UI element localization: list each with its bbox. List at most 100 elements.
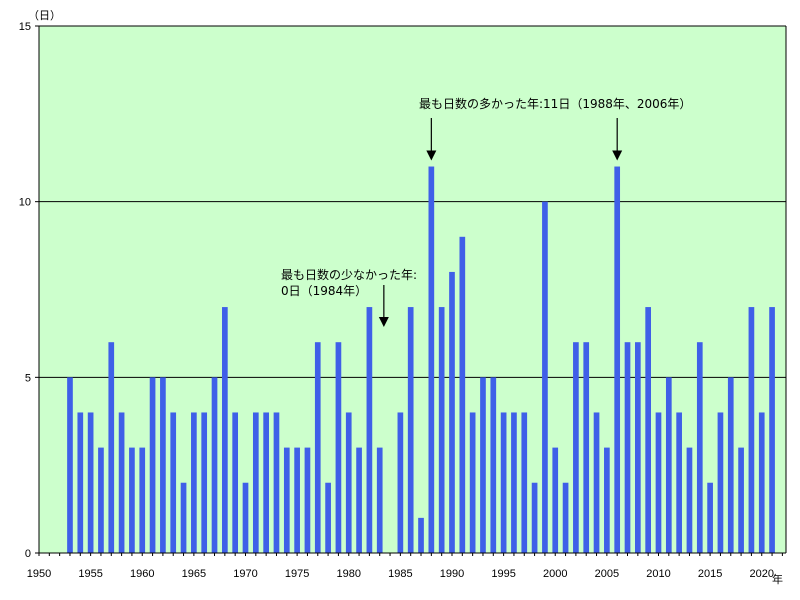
x-tick-label-1990: 1990	[440, 568, 464, 580]
bar-1971	[252, 412, 259, 553]
annotation-1-line-1: 0日（1984年）	[281, 284, 367, 298]
bar-1995	[500, 412, 507, 553]
bar-1974	[283, 447, 290, 553]
bar-1972	[263, 412, 269, 553]
bar-1981	[356, 447, 362, 553]
annotation-arrowhead-1984	[378, 317, 389, 327]
bar-1997	[521, 412, 528, 553]
x-tick-label-1970: 1970	[233, 568, 257, 580]
bar-1965	[191, 412, 197, 553]
bar-2006	[614, 166, 621, 553]
bar-1963	[170, 412, 177, 553]
bar-1959	[129, 447, 135, 553]
bar-1969	[232, 412, 239, 553]
x-tick-label-1950: 1950	[27, 568, 51, 580]
x-tick-label-1980: 1980	[337, 568, 361, 580]
bar-2005	[604, 447, 610, 553]
y-tick-label-15: 15	[19, 21, 31, 33]
bar-2004	[593, 412, 600, 553]
bar-1993	[480, 377, 486, 553]
bar-1957	[108, 342, 115, 553]
bar-1998	[531, 482, 538, 553]
y-axis-unit-label: （日）	[28, 9, 61, 22]
bar-2012	[676, 412, 682, 553]
bar-1987	[418, 517, 424, 553]
bar-1960	[139, 447, 146, 553]
bar-1990	[449, 271, 455, 553]
x-tick-label-1960: 1960	[130, 568, 154, 580]
bar-1986	[407, 307, 414, 553]
annotation-1-line-0: 最も日数の少なかった年:	[281, 267, 417, 282]
x-tick-labels: 1950 1955 1960 1965 1970 1975 1980 1985 1990 1995…	[27, 568, 774, 580]
x-tick-label-2015: 2015	[698, 568, 722, 580]
bar-1954	[77, 412, 84, 553]
bar-1968	[222, 307, 228, 553]
bar-1992	[469, 412, 476, 553]
y-tick-label-10: 10	[19, 197, 31, 209]
bars	[67, 166, 775, 554]
bar-2017	[727, 377, 734, 553]
x-tick-label-2000: 2000	[543, 568, 567, 580]
x-tick-label-2010: 2010	[646, 568, 670, 580]
bar-1967	[211, 377, 218, 553]
bar-2003	[583, 342, 590, 553]
bar-1985	[397, 412, 404, 553]
x-tick-label-2020: 2020	[749, 568, 773, 580]
bar-1966	[201, 412, 208, 553]
bar-1961	[149, 377, 156, 553]
x-tick-label-1975: 1975	[285, 568, 309, 580]
annotation-arrowhead-2006	[612, 150, 623, 161]
x-axis-unit-label: 年	[772, 572, 783, 586]
bar-1973	[273, 412, 280, 553]
bar-2016	[717, 412, 724, 553]
y-tick-label-0: 0	[25, 548, 31, 560]
bar-1989	[438, 307, 445, 553]
bar-2007	[624, 342, 631, 553]
bar-1988	[428, 166, 435, 553]
x-tick-label-1995: 1995	[491, 568, 515, 580]
bar-2013	[686, 447, 693, 553]
bar-1976	[304, 447, 311, 553]
annotations: 最も日数の多かった年:11日（1988年、2006年） 最も日数の少なかった年: 0…	[281, 96, 691, 327]
y-tick-labels: 0 5 10 15	[19, 21, 31, 560]
bar-2008	[635, 342, 641, 553]
bar-2014	[696, 342, 703, 553]
bar-2000	[552, 447, 559, 553]
bar-1991	[459, 236, 466, 554]
x-tick-label-1955: 1955	[78, 568, 102, 580]
bar-1958	[118, 412, 125, 553]
bar-1975	[294, 447, 300, 553]
annotation-arrowhead-1988	[426, 150, 437, 161]
bar-2009	[645, 307, 651, 553]
bar-1964	[180, 482, 187, 553]
bar-2002	[573, 342, 579, 553]
bar-1953	[67, 377, 73, 553]
annotation-0-line-0: 最も日数の多かった年:11日（1988年、2006年）	[419, 96, 691, 111]
bar-1983	[376, 447, 383, 553]
bar-1956	[98, 447, 104, 553]
bar-2011	[665, 377, 672, 553]
bar-1977	[314, 342, 321, 553]
x-tick-label-1985: 1985	[388, 568, 412, 580]
axis-frame	[35, 25, 787, 556]
bar-1994	[490, 377, 497, 553]
bar-1955	[87, 412, 94, 553]
bar-2018	[738, 447, 744, 553]
bar-1980	[345, 412, 352, 553]
bar-1982	[366, 307, 373, 553]
bar-2020	[758, 412, 765, 553]
bar-1962	[160, 377, 166, 553]
x-tick-label-1965: 1965	[182, 568, 206, 580]
x-tick-label-2005: 2005	[595, 568, 619, 580]
bar-1999	[542, 201, 548, 554]
bar-2010	[655, 412, 662, 553]
bar-2015	[707, 482, 713, 553]
bar-1996	[511, 412, 517, 553]
bar-2021	[769, 307, 775, 553]
y-tick-label-5: 5	[25, 372, 31, 384]
bar-1979	[335, 342, 342, 553]
bar-2001	[562, 482, 569, 553]
bar-2019	[748, 307, 755, 553]
bar-1978	[325, 482, 331, 553]
